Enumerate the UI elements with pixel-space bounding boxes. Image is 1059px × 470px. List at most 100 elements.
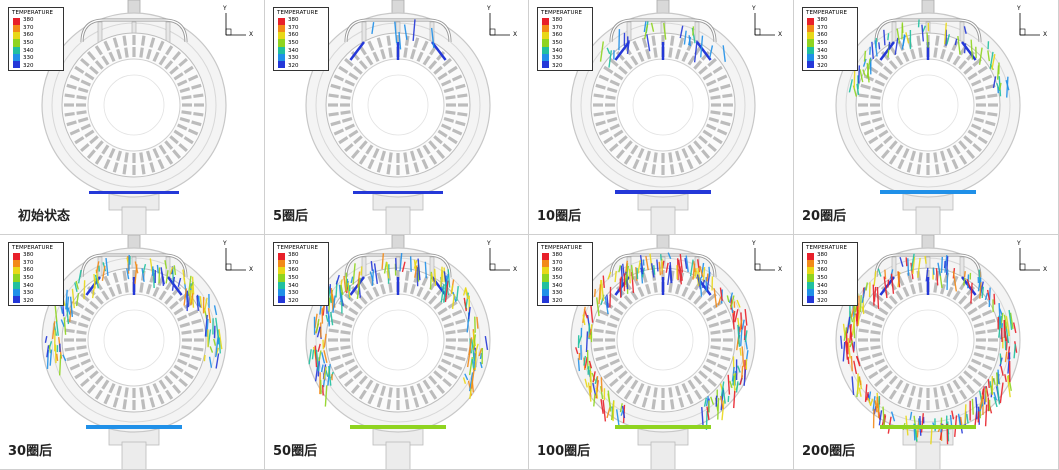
oil-streak: [607, 271, 612, 280]
oil-streak: [699, 265, 704, 278]
stator-slot: [380, 48, 387, 60]
stator-slot: [630, 144, 639, 155]
oil-streak: [988, 287, 991, 308]
stator-slot: [413, 397, 420, 408]
oil-streak: [709, 45, 714, 58]
oil-streak: [474, 351, 478, 371]
stator-slot: [888, 295, 898, 305]
oil-streak: [736, 299, 741, 308]
oil-streak: [859, 69, 864, 83]
oil-streak: [856, 83, 860, 96]
oil-streak: [1008, 309, 1013, 331]
stator-slot: [888, 389, 897, 400]
stator-slot: [433, 300, 443, 310]
oil-streak: [600, 377, 603, 392]
axis-lines: [225, 13, 246, 36]
stator-slot: [902, 147, 910, 159]
stator-slot: [169, 370, 179, 380]
base-shaft: [650, 206, 676, 234]
stator-slot: [895, 55, 904, 66]
stator-slot: [94, 60, 104, 70]
oil-streak: [924, 255, 927, 264]
legend-label: 380: [817, 17, 828, 23]
oil-streak: [739, 347, 742, 356]
stator-slot: [409, 48, 416, 60]
axis-lines: [489, 13, 510, 36]
stator-slot: [69, 128, 81, 136]
oil-streak: [164, 260, 168, 269]
oil-streak: [328, 297, 331, 312]
oil-streak: [645, 255, 649, 271]
stator-slot: [416, 51, 424, 63]
stator-slot: [436, 149, 446, 159]
stator-slot: [975, 345, 986, 350]
stator-slot: [918, 282, 923, 293]
stator-slot: [605, 330, 616, 335]
stator-slot: [353, 370, 363, 380]
oil-jet: [431, 41, 447, 61]
oil-streak: [991, 53, 996, 70]
oil-pool: [615, 425, 711, 429]
stator-slot: [687, 290, 696, 301]
stator-slot: [701, 51, 711, 61]
rotor-core: [632, 74, 694, 136]
stator-slot: [693, 375, 703, 385]
stator-slot: [178, 143, 188, 153]
legend-color-scale: [13, 253, 20, 303]
stator-slot: [883, 135, 893, 145]
oil-streak: [951, 410, 955, 420]
oil-streak: [853, 360, 858, 375]
stator-slot: [910, 385, 917, 397]
legend-label: 380: [817, 252, 828, 258]
oil-jet: [349, 41, 365, 61]
stator-slot: [451, 309, 463, 317]
stator-slot: [963, 370, 973, 380]
stator-slot: [86, 149, 96, 159]
stator-slot: [341, 87, 353, 94]
oil-streak: [575, 347, 579, 355]
oil-streak: [46, 345, 50, 358]
stator-slot: [951, 158, 959, 170]
stator-slot: [187, 128, 199, 136]
legend-label: 320: [552, 297, 563, 304]
stator-slot: [651, 35, 657, 46]
stator-slot: [74, 371, 85, 380]
oil-streak: [653, 265, 656, 275]
rotor-core: [897, 74, 959, 136]
oil-streak: [887, 279, 890, 288]
stator-slot: [348, 72, 359, 81]
stator-slot: [918, 152, 923, 163]
stator-slot: [457, 328, 468, 334]
oil-pool: [89, 191, 179, 194]
stator-slot: [176, 314, 188, 322]
gearbox-render: [835, 0, 1021, 234]
panel-5-turns: TEMPERATURE 380 370 360 350 340 330 320 Y X 5圈后: [265, 0, 529, 235]
stator-slot: [694, 154, 703, 165]
stator-slot: [985, 355, 996, 362]
oil-streak: [874, 40, 878, 57]
oil-streak: [318, 350, 322, 362]
legend-title: TEMPERATURE: [12, 245, 54, 251]
stator-slot: [958, 375, 968, 385]
stator-slot: [108, 286, 116, 298]
stator-slot: [179, 322, 191, 329]
oil-streak: [596, 297, 600, 317]
oil-streak: [469, 372, 474, 392]
oil-streak: [173, 265, 177, 276]
oil-streak: [693, 40, 698, 63]
oil-streak: [708, 266, 711, 277]
stator-slot: [623, 154, 632, 165]
oil-streak: [888, 41, 891, 50]
legend-label: 340: [288, 47, 299, 54]
oil-streak: [696, 274, 702, 290]
oil-streak: [620, 409, 624, 416]
stator-slot: [977, 300, 988, 309]
stator-slot: [707, 143, 717, 153]
oil-streak: [484, 335, 489, 351]
oil-streak: [468, 337, 473, 356]
stator-slot: [341, 116, 353, 123]
legend-label: 380: [552, 252, 563, 258]
legend-color-scale: [807, 18, 814, 68]
rotor-core: [367, 309, 429, 371]
oil-streak: [684, 257, 688, 269]
